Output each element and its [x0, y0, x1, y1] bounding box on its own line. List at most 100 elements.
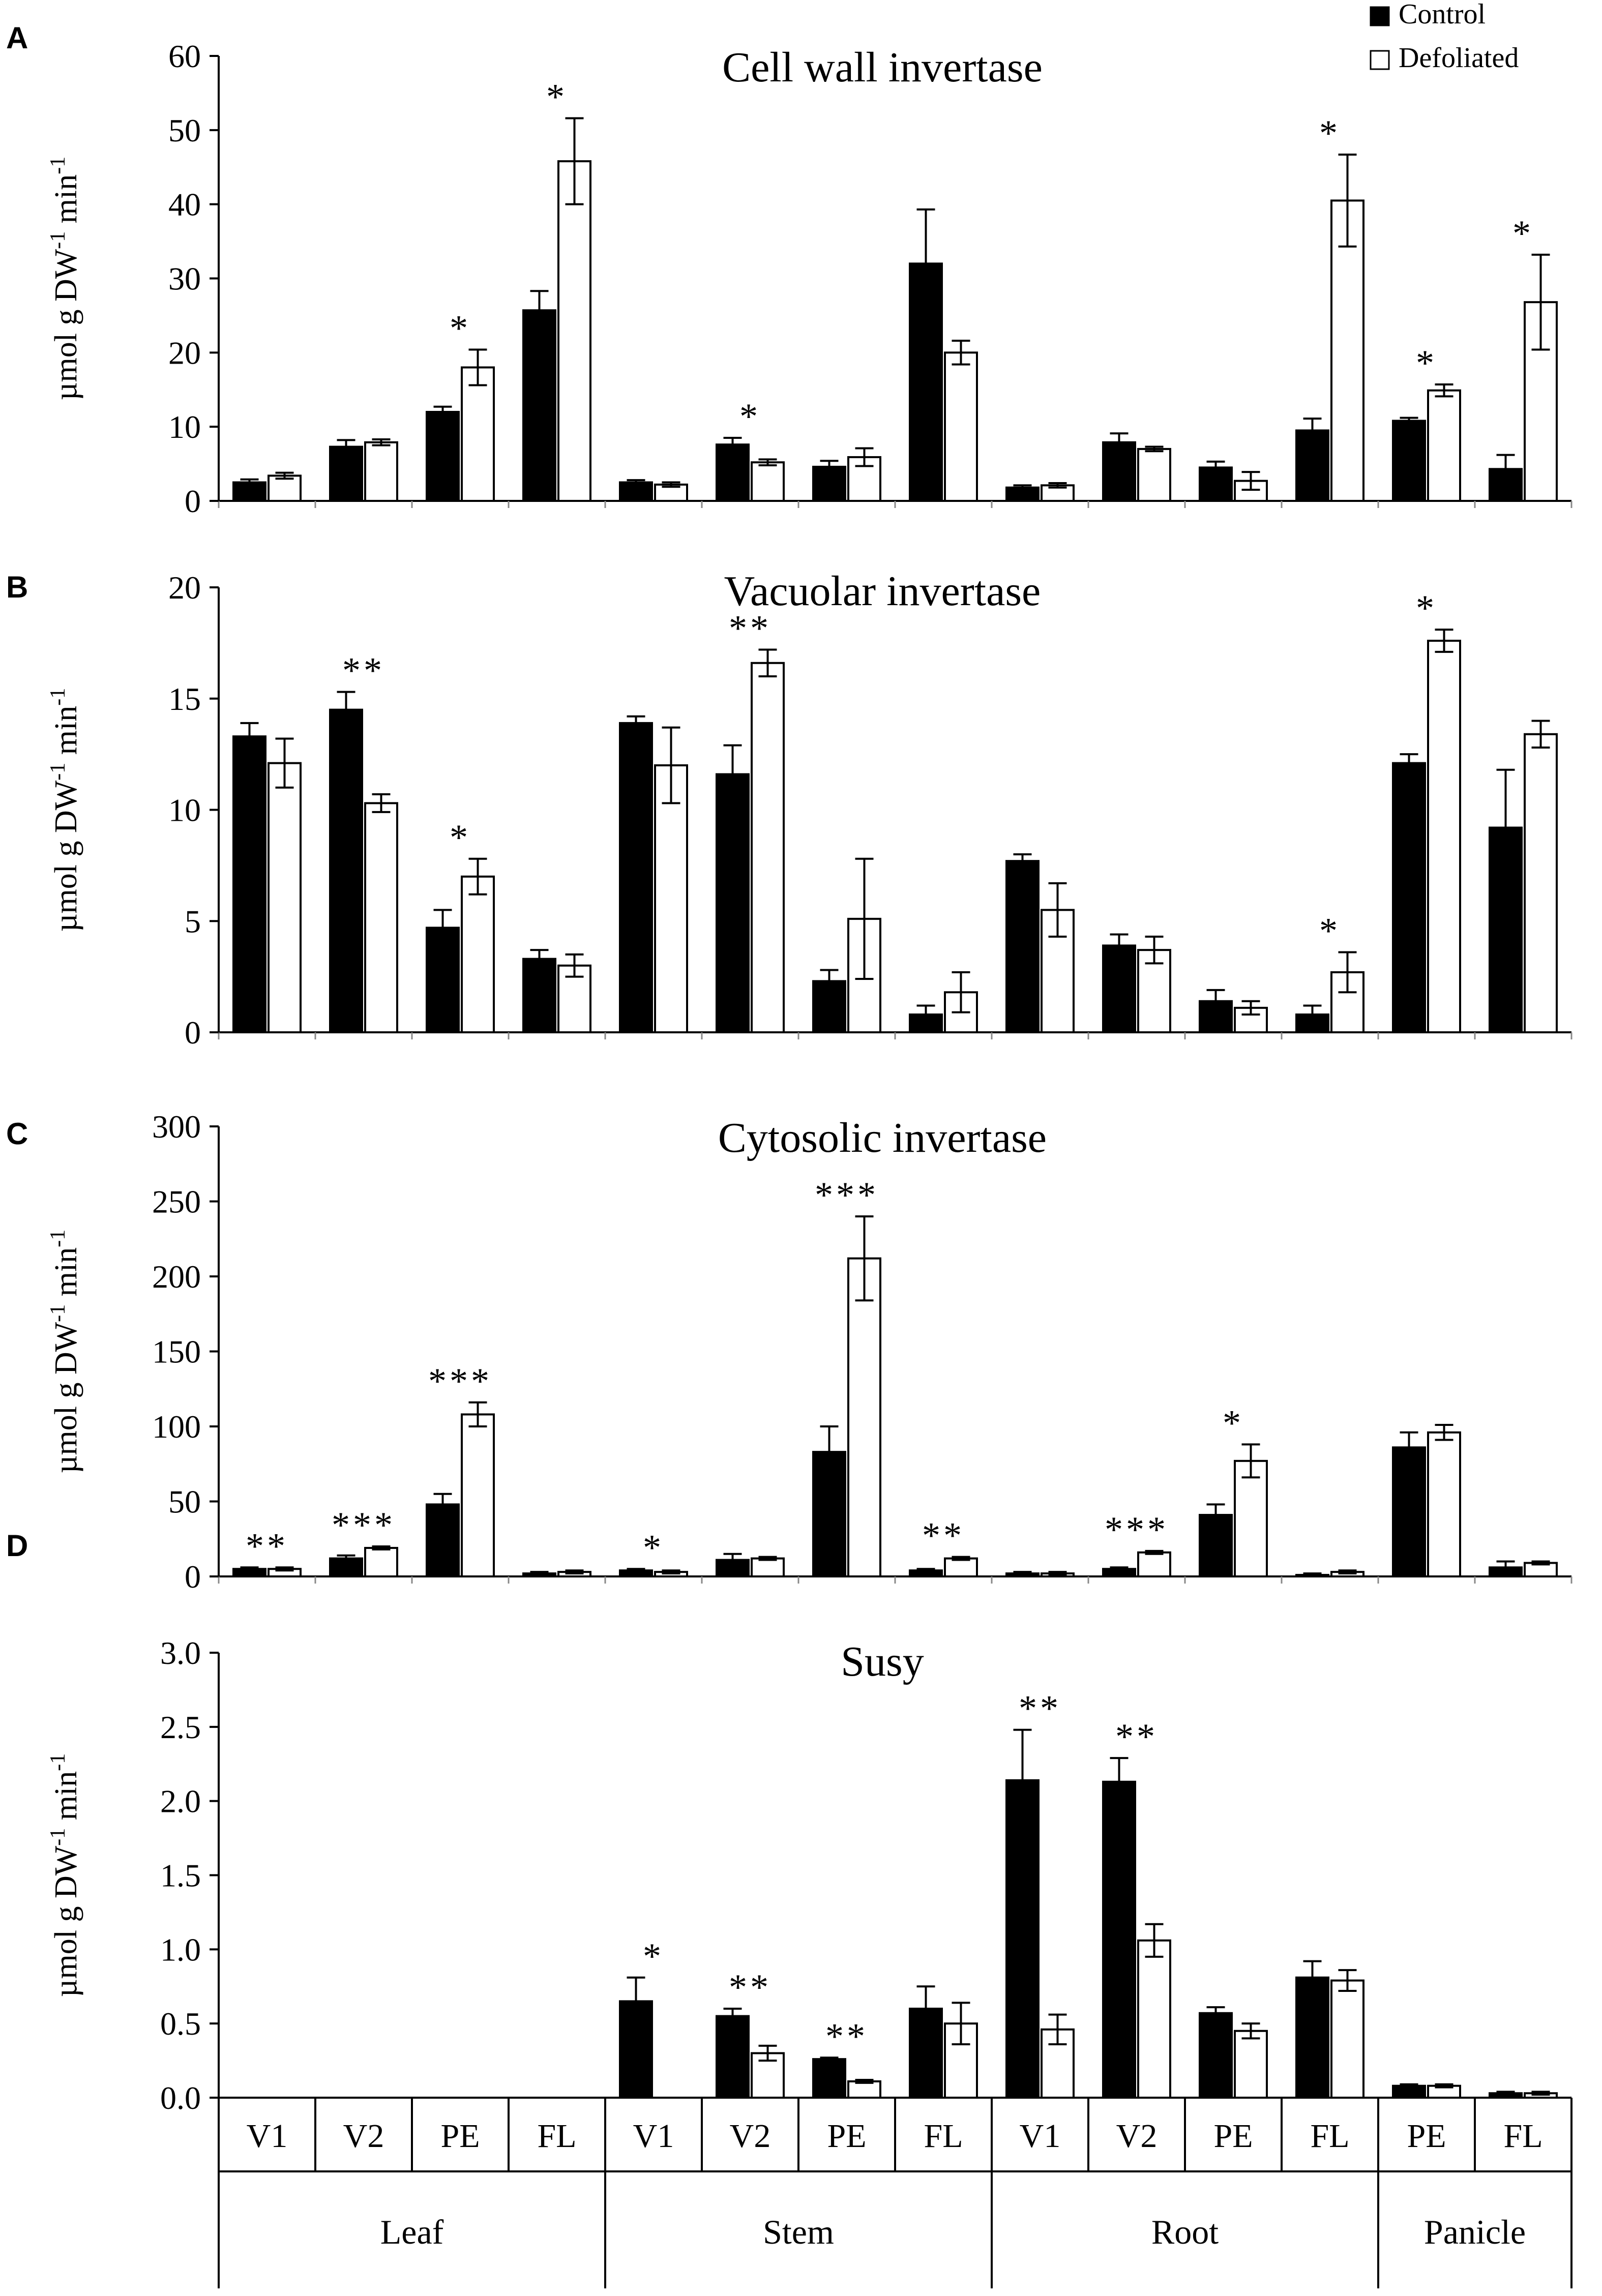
significance-marker: ***: [332, 1505, 396, 1545]
bar-control: [522, 309, 556, 502]
significance-marker: **: [825, 2016, 868, 2056]
y-axis-label-sup: -1: [46, 231, 70, 249]
bar-control: [1199, 2012, 1233, 2099]
bar-defoliated: [1137, 448, 1171, 502]
bar-control: [329, 445, 363, 502]
bar-defoliated: [364, 441, 398, 502]
bar-defoliated: [751, 461, 785, 502]
bar-defoliated: [1330, 1979, 1364, 2099]
bar-control: [426, 411, 460, 502]
y-tick-label: 10: [168, 792, 201, 828]
bar-defoliated: [1137, 1939, 1171, 2099]
y-axis-label: µmol g DW-1 min-1: [46, 1230, 83, 1473]
y-tick-label: 2.5: [160, 1709, 201, 1745]
significance-marker: **: [342, 650, 385, 691]
y-axis-label-mid: min: [49, 174, 83, 231]
y-tick-label: 50: [168, 1484, 201, 1520]
category-label: FL: [1503, 2118, 1542, 2155]
bar-control: [522, 958, 556, 1033]
significance-marker: *: [643, 1527, 664, 1568]
y-axis-label: µmol g DW-1 min-1: [46, 1753, 83, 1997]
y-axis-label-sup: -1: [46, 1230, 70, 1247]
significance-marker: *: [450, 817, 471, 858]
y-axis-label-main: µmol g DW: [49, 1845, 83, 1997]
y-axis-label-main: µmol g DW: [49, 249, 83, 400]
bar-defoliated: [654, 764, 688, 1033]
significance-marker: ***: [1105, 1509, 1169, 1550]
y-tick-label: 50: [168, 112, 201, 148]
bar-defoliated: [364, 1546, 398, 1577]
bar-control: [1102, 1780, 1136, 2099]
bar-defoliated: [461, 1413, 495, 1577]
category-label: V1: [1020, 2118, 1061, 2155]
bar-control: [716, 773, 750, 1033]
category-label: PE: [827, 2118, 866, 2155]
y-tick-label: 20: [168, 570, 201, 606]
bar-control: [1295, 1976, 1329, 2099]
y-tick-label: 20: [168, 335, 201, 371]
tissue-label: Panicle: [1424, 2213, 1526, 2251]
y-tick-label: 0.5: [160, 2006, 201, 2042]
panel-letter: A: [6, 21, 28, 55]
y-tick-label: 1.0: [160, 1931, 201, 1967]
y-tick-label: 2.0: [160, 1783, 201, 1820]
bar-defoliated: [364, 802, 398, 1033]
significance-marker: **: [922, 1515, 965, 1556]
bar-defoliated: [268, 474, 302, 502]
significance-marker: *: [1223, 1403, 1244, 1443]
category-label: V1: [633, 2118, 674, 2155]
bar-control: [619, 722, 653, 1033]
chart-title: Cytosolic invertase: [718, 1114, 1047, 1161]
tissue-label: Leaf: [380, 2213, 444, 2251]
y-tick-label: 60: [168, 38, 201, 74]
bar-defoliated: [268, 762, 302, 1033]
bar-defoliated: [1427, 1431, 1461, 1578]
panel-letter: C: [6, 1117, 28, 1151]
category-label: V2: [730, 2118, 771, 2155]
y-tick-label: 300: [152, 1109, 201, 1145]
bar-defoliated: [1137, 1551, 1171, 1578]
bar-control: [1102, 944, 1136, 1033]
category-label: PE: [440, 2118, 480, 2155]
significance-marker: *: [1319, 113, 1341, 154]
y-axis-label-mid: min: [49, 706, 83, 763]
category-label: PE: [1407, 2118, 1446, 2155]
y-tick-label: 1.5: [160, 1858, 201, 1894]
bar-control: [232, 735, 266, 1033]
y-tick-label: 15: [168, 681, 201, 717]
bar-defoliated: [1234, 2030, 1268, 2099]
legend-control-label: Control: [1399, 0, 1486, 30]
bar-defoliated: [1427, 389, 1461, 502]
bar-control: [716, 1559, 750, 1578]
y-tick-label: 5: [185, 903, 201, 939]
significance-marker: **: [729, 1967, 772, 2008]
bar-defoliated: [944, 1557, 978, 1578]
legend-defoliated-swatch: [1370, 50, 1390, 70]
legend: Control Defoliated: [1370, 0, 1519, 74]
y-axis-label-sup: -1: [46, 157, 70, 174]
bar-control: [716, 443, 750, 502]
category-label: FL: [924, 2118, 963, 2155]
bar-control: [1199, 1514, 1233, 1578]
significance-marker: *: [1512, 213, 1534, 254]
y-tick-label: 100: [152, 1409, 201, 1445]
y-axis-label-sup: -1: [46, 688, 70, 706]
significance-marker: *: [1416, 588, 1437, 629]
y-axis-label-sup: -1: [46, 763, 70, 781]
bar-defoliated: [1234, 1459, 1268, 1578]
panel-letter: D: [6, 1529, 28, 1563]
bar-control: [1005, 860, 1040, 1033]
significance-marker: *: [450, 308, 471, 349]
tissue-label: Root: [1151, 2213, 1219, 2251]
category-label: FL: [537, 2118, 576, 2155]
y-tick-label: 3.0: [160, 1635, 201, 1671]
y-tick-label: 250: [152, 1184, 201, 1220]
y-axis-label-main: µmol g DW: [49, 780, 83, 932]
significance-marker: *: [546, 77, 568, 117]
category-label: PE: [1213, 2118, 1253, 2155]
